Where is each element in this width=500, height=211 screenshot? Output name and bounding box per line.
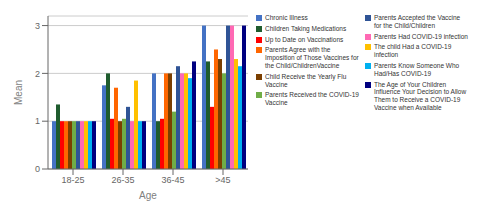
svg-text:26-35: 26-35 (111, 175, 134, 185)
html-text:Had/Has COVID-19: Had/Has COVID-19 (373, 69, 431, 77)
svg-text:36-45: 36-45 (161, 175, 184, 185)
html-text:Vaccine when Available: Vaccine when Available (373, 104, 442, 111)
svg-text:Mean: Mean (13, 80, 24, 105)
html-text:for the Child/Children: for the Child/Children (373, 21, 435, 29)
svg-text:2: 2 (35, 69, 40, 79)
html-text:Parents Agree with the: Parents Agree with the (265, 46, 331, 54)
html-text:Vaccine: Vaccine (265, 80, 288, 88)
html-text:Vaccine: Vaccine (265, 99, 288, 107)
svg-text:18-25: 18-25 (61, 175, 84, 185)
html-text:Parents Know Someone Who: Parents Know Someone Who (373, 62, 460, 69)
html-text:The child Had a COVID-19: The child Had a COVID-19 (373, 43, 452, 51)
html-text:Parents Had COVID-19 infection: Parents Had COVID-19 infection (373, 32, 468, 40)
html-text:Parents Accepted the Vaccine: Parents Accepted the Vaccine (373, 14, 461, 21)
svg-text:1: 1 (35, 116, 40, 126)
svg-text:Age: Age (139, 190, 157, 201)
html-text:Child Receive the Yearly Flu: Child Receive the Yearly Flu (265, 72, 347, 80)
html-text:Them to Receive a COVID-19: Them to Receive a COVID-19 (373, 96, 461, 104)
html-text:Influence Your Decision to All: Influence Your Decision to Allow (373, 88, 467, 96)
svg-text:0: 0 (35, 164, 40, 174)
html-text:infection: infection (373, 51, 399, 59)
html-text:Imposition of Those Vaccines f: Imposition of Those Vaccines for (265, 54, 359, 62)
html-text:Parents Received the COVID-19: Parents Received the COVID-19 (265, 91, 359, 99)
html-text:Up to Date on Vaccinations: Up to Date on Vaccinations (265, 35, 344, 43)
html-text:the Child/ChildrenVaccine: the Child/ChildrenVaccine (265, 62, 340, 69)
svg-text:>45: >45 (215, 175, 230, 185)
svg-text:3: 3 (35, 21, 40, 31)
html-text:The Age of Your Children: The Age of Your Children (373, 80, 447, 88)
html-text:Children Taking Medications: Children Taking Medications (265, 24, 347, 32)
html-text:Chronic Illness: Chronic Illness (265, 14, 308, 21)
